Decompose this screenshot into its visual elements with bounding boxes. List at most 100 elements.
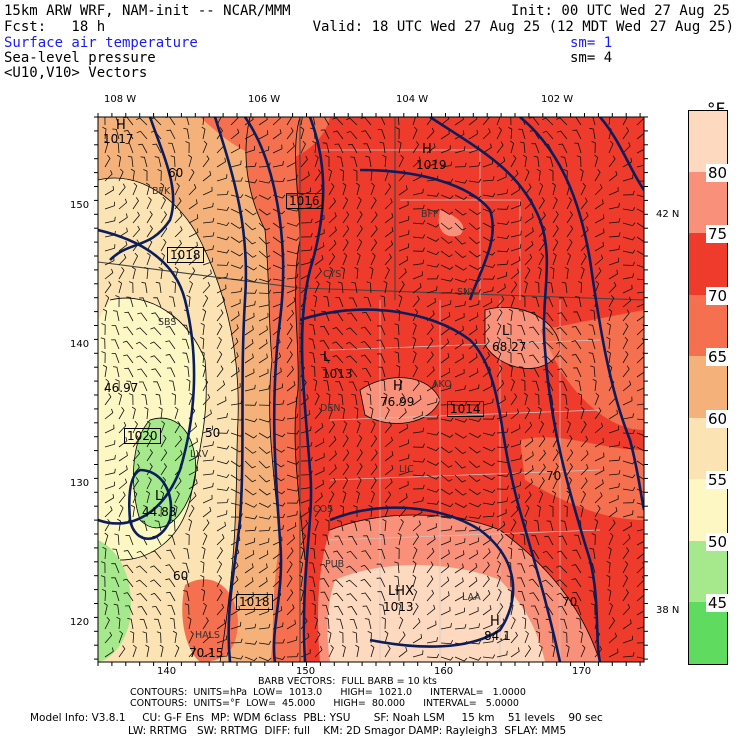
wind-barb [580,266,585,280]
wind-barb [468,368,479,378]
wind-barb [496,560,501,574]
wind-barb [482,637,495,644]
wind-barb [150,550,162,560]
wind-barb [111,353,120,364]
station-label: CYS [323,269,342,280]
wind-barb [244,550,255,560]
wind-barb [244,353,254,364]
wind-barb [160,238,167,252]
wind-barb [101,351,106,364]
axis-ticks [94,113,648,666]
wind-barb [286,262,300,267]
wind-barb [564,406,569,420]
wind-barb [622,380,632,392]
wind-barb [115,117,120,126]
wind-barb [332,341,344,350]
wind-barb [136,117,148,126]
wind-barb [608,155,616,168]
wind-barb [426,208,440,213]
wind-barb [202,364,207,378]
wind-barb [351,393,358,406]
wind-barb [258,300,270,308]
wind-barb [182,590,190,602]
wind-barb [347,368,358,378]
wind-barb [517,577,526,588]
wind-barb [594,184,603,196]
wind-barb [560,618,568,630]
wind-barb [355,490,360,504]
wind-barb [538,225,546,238]
temp-contour-label: 60 [173,569,189,583]
wind-barb [130,168,135,182]
wind-barb [426,414,439,420]
wind-barb [286,222,300,227]
wind-barb [361,311,372,322]
wind-barb [426,274,439,280]
wind-barb [608,532,614,546]
wind-barb [216,336,222,350]
wind-barb [482,621,493,630]
wind-barb [320,549,330,560]
wind-barb [594,492,603,504]
wind-barb [165,354,176,364]
wind-barb [188,437,198,448]
wind-barb [104,493,115,504]
wind-barb [286,273,299,280]
wind-barb [314,518,319,532]
wind-barb [510,294,515,308]
wind-barb [426,575,434,588]
wind-barb [454,312,465,322]
wind-barb [166,549,176,560]
wind-barb [622,127,630,140]
wind-barb [137,606,148,616]
wind-barb [118,465,128,476]
wind-barb [594,169,601,182]
wind-barb [412,126,418,140]
wind-barb [230,524,242,532]
wind-barb [468,338,478,350]
wind-barb [258,446,271,454]
wind-barb [622,284,633,294]
wind-barb [510,454,522,462]
wind-barb [258,130,269,140]
wind-barb [594,241,605,252]
wind-barb [440,264,454,270]
wind-barb [169,617,176,630]
field-temperature: Surface air temperature [4,35,198,51]
wind-barb [440,460,453,468]
wind-barb [202,245,214,252]
wind-barb [216,273,228,280]
wind-barb [562,631,568,644]
wind-barb [440,300,452,308]
station-label: BFK [152,186,171,197]
wind-barb [230,287,243,294]
wind-barb [150,327,162,336]
wind-barb [136,355,148,364]
wind-barb [244,162,257,168]
wind-barb [508,126,513,140]
wind-barb [202,409,212,420]
wind-barb [440,549,450,560]
wind-barb [454,474,466,483]
wind-barb [608,269,618,280]
wind-barb [314,267,322,280]
wind-barb [230,621,242,630]
wind-barb [286,336,293,350]
wind-barb [510,506,519,518]
wind-barb [118,183,126,196]
wind-barb [166,367,176,378]
wind-barb [482,415,495,420]
wind-barb [384,630,389,644]
wind-barb [608,140,614,154]
wind-barb [113,603,120,616]
wind-barb [244,384,256,392]
wind-barb [361,592,372,602]
wind-barb [468,417,482,422]
wind-barb [412,117,416,126]
high-value: 1019 [416,158,447,172]
wind-barb [482,275,495,280]
wind-barb [342,211,350,224]
wind-barb [571,340,582,350]
wind-barb [102,546,107,560]
wind-barb [325,155,330,167]
